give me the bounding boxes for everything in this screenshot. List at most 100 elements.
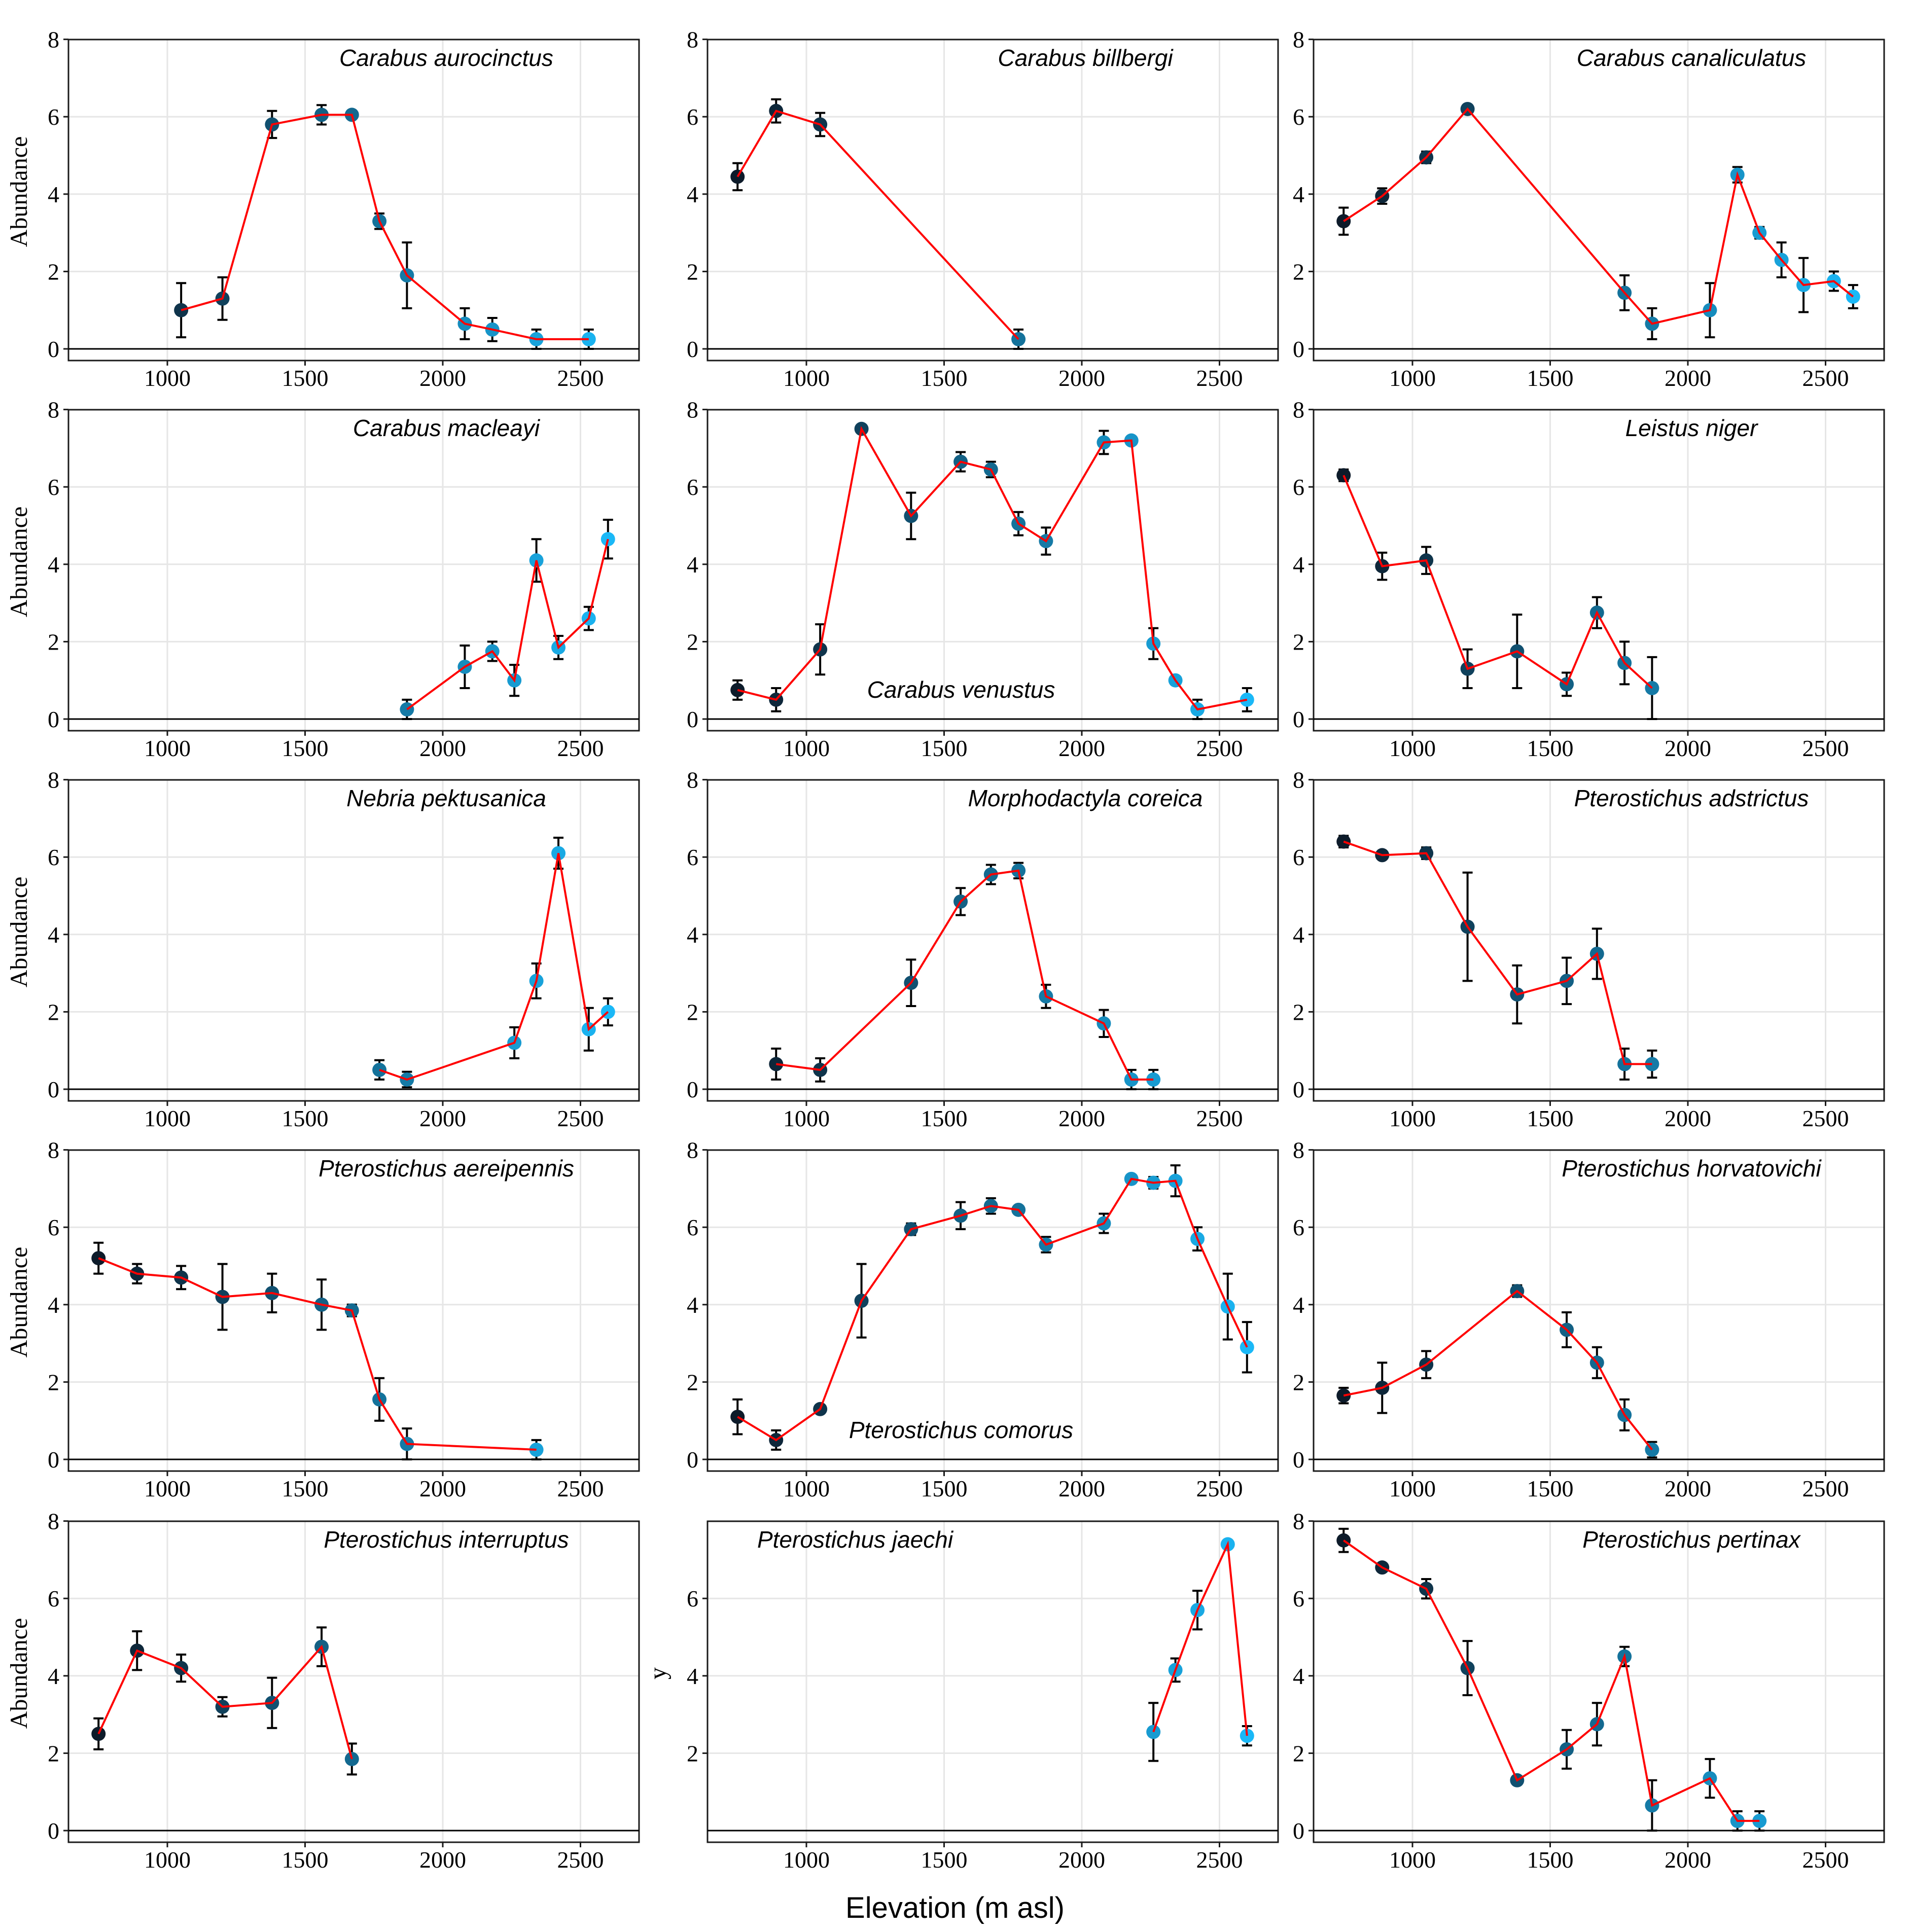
y-tick-label: 6 <box>1293 104 1304 130</box>
x-tick-label: 1500 <box>282 365 329 391</box>
x-tick-label: 2500 <box>1196 1476 1243 1501</box>
y-tick-label: 8 <box>48 397 59 423</box>
panel-frame <box>706 779 1279 1102</box>
y-tick-label: 4 <box>1293 922 1304 948</box>
series-line <box>736 110 1019 340</box>
x-tick-label: 1000 <box>144 1476 191 1501</box>
panel-title: Morphodactyla coreica <box>968 785 1203 811</box>
panel-frame <box>706 409 1279 732</box>
panel-title: Pterostichus interruptus <box>324 1526 569 1553</box>
x-tick-label: 1500 <box>921 735 968 761</box>
y-tick-label: 0 <box>687 1447 698 1473</box>
y-tick-label: 0 <box>48 1447 59 1473</box>
y-tick-label: 6 <box>48 104 59 130</box>
series-line <box>1343 1540 1760 1822</box>
x-axis-title: Elevation (m asl) <box>845 1891 1065 1924</box>
x-tick-label: 1000 <box>1389 1105 1436 1131</box>
series-line <box>97 1644 353 1760</box>
x-tick-label: 2000 <box>1665 735 1711 761</box>
y-tick-label: 6 <box>48 844 59 870</box>
x-tick-label: 2000 <box>419 1847 466 1873</box>
y-tick-label: 8 <box>48 27 59 53</box>
y-tick-label: 6 <box>48 1214 59 1240</box>
x-tick-label: 2000 <box>419 365 466 391</box>
y-tick-label: 6 <box>1293 844 1304 870</box>
y-tick-label: 0 <box>48 706 59 732</box>
panel-title: Pterostichus aereipennis <box>319 1155 574 1182</box>
x-tick-label: 2000 <box>1665 1105 1711 1131</box>
y-tick-label: 2 <box>687 1369 698 1395</box>
y-tick-label: 4 <box>687 552 698 578</box>
panel-frame <box>67 1520 640 1843</box>
y-tick-label: 6 <box>687 474 698 500</box>
y-tick-label: 6 <box>1293 1214 1304 1240</box>
x-tick-label: 2500 <box>1196 1105 1243 1131</box>
panel-frame <box>706 39 1279 362</box>
y-tick-label: 2 <box>48 1740 59 1766</box>
y-tick-label: 2 <box>48 999 59 1025</box>
y-tick-label: 6 <box>1293 474 1304 500</box>
y-tick-label: 4 <box>687 182 698 207</box>
series-line <box>737 1177 1248 1442</box>
x-tick-label: 1500 <box>921 1847 968 1873</box>
panel-frame <box>1313 779 1885 1102</box>
y-tick-label: 6 <box>48 1586 59 1612</box>
x-tick-label: 2500 <box>557 1105 604 1131</box>
x-tick-label: 2500 <box>557 1476 604 1501</box>
y-tick-label: 2 <box>48 1369 59 1395</box>
panel-title: Pterostichus horvatovichi <box>1562 1155 1822 1182</box>
x-tick-label: 1500 <box>1527 735 1574 761</box>
x-tick-label: 1000 <box>1389 365 1436 391</box>
y-tick-label: 8 <box>1293 1137 1304 1163</box>
y-tick-label: 4 <box>48 1292 59 1318</box>
panel-frame <box>67 1149 640 1472</box>
y-tick-label: 2 <box>1293 1740 1304 1766</box>
x-tick-label: 2000 <box>1058 1847 1105 1873</box>
y-tick-label: 6 <box>687 844 698 870</box>
x-tick-label: 2000 <box>1058 1105 1105 1131</box>
y-tick-label: 4 <box>1293 1292 1304 1318</box>
x-tick-label: 2500 <box>1802 365 1849 391</box>
y-axis-title: Abundance <box>6 877 32 988</box>
panel-title: Carabus canaliculatus <box>1577 45 1807 71</box>
y-tick-label: 8 <box>687 27 698 53</box>
y-tick-label: 2 <box>687 1740 698 1766</box>
y-tick-label: 4 <box>48 922 59 948</box>
panel-7: 1000 1500 2000 2500 0 2 4 6 8 Morphodactyla corei… <box>687 767 1279 1131</box>
x-tick-label: 1000 <box>1389 1847 1436 1873</box>
x-tick-label: 2000 <box>1665 1476 1711 1501</box>
panel-frame <box>67 779 640 1102</box>
x-tick-label: 1000 <box>783 1847 830 1873</box>
y-tick-label: 4 <box>1293 552 1304 578</box>
y-tick-label: 0 <box>1293 706 1304 732</box>
x-tick-label: 1000 <box>783 1476 830 1501</box>
panel-title: Pterostichus comorus <box>849 1417 1073 1443</box>
x-tick-label: 2500 <box>557 365 604 391</box>
panel-0: 1000 1500 2000 2500 0 2 4 6 8 Abundance Carabus au… <box>6 27 640 391</box>
y-tick-label: 8 <box>48 767 59 793</box>
series-line <box>1343 107 1854 325</box>
panel-title: Leistus niger <box>1625 415 1758 441</box>
y-tick-label: 0 <box>1293 1818 1304 1844</box>
y-tick-label: 8 <box>1293 767 1304 793</box>
x-tick-label: 1500 <box>1527 365 1574 391</box>
panel-9: 1000 1500 2000 2500 0 2 4 6 8 Abundance Pterostich… <box>6 1137 640 1501</box>
series-line <box>1152 1540 1248 1736</box>
panel-6: 1000 1500 2000 2500 0 2 4 6 8 Abundance Nebria pek… <box>6 767 640 1131</box>
y-tick-label: 6 <box>687 1586 698 1612</box>
panel-13: 1000 1500 2000 2500 2 4 6 y Pterostichus jaechi <box>645 1520 1279 1873</box>
y-tick-label: 2 <box>1293 1369 1304 1395</box>
y-tick-label: 8 <box>48 1509 59 1534</box>
x-tick-label: 1500 <box>282 1105 329 1131</box>
series-line <box>406 539 609 710</box>
y-tick-label: 0 <box>1293 336 1304 362</box>
x-tick-label: 1000 <box>1389 1476 1436 1501</box>
panel-frame <box>1313 409 1885 732</box>
y-tick-label: 6 <box>1293 1586 1304 1612</box>
y-tick-label: 4 <box>687 1663 698 1689</box>
x-tick-label: 1000 <box>783 735 830 761</box>
series-line <box>181 114 589 340</box>
y-tick-label: 4 <box>48 552 59 578</box>
y-axis-title: Abundance <box>6 507 32 618</box>
